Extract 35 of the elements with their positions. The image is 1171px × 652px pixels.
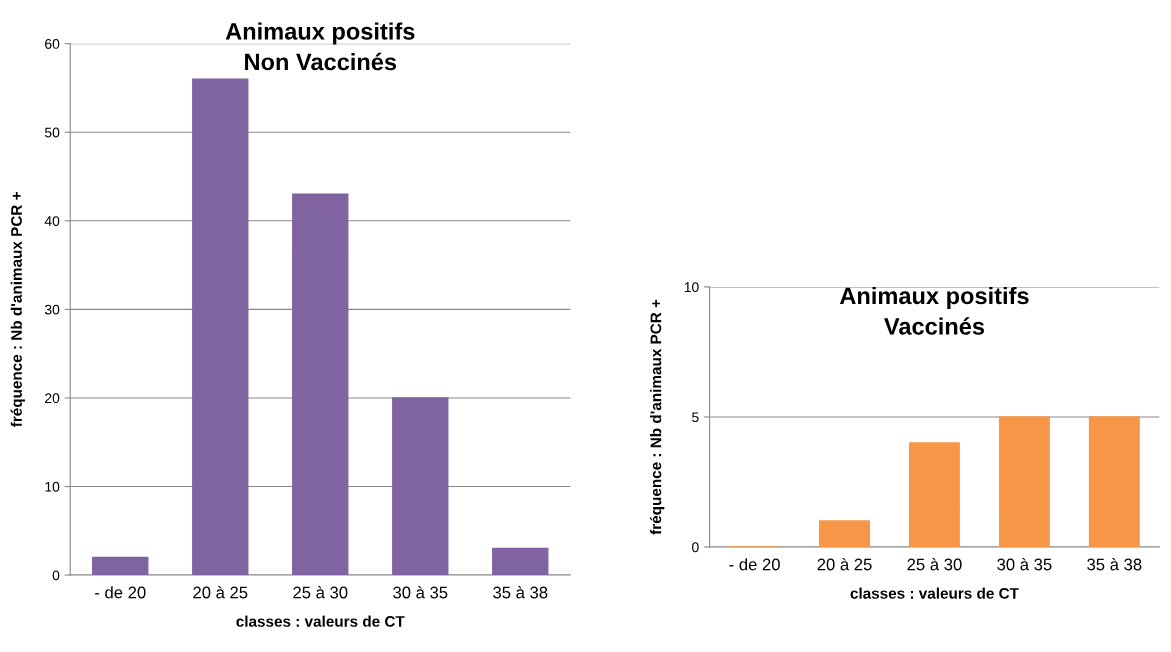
y-tick-label: 0 <box>52 570 60 581</box>
bar <box>998 416 1050 548</box>
bar <box>819 520 870 548</box>
y-tick-label: 60 <box>45 39 60 49</box>
y-tick-label: 30 <box>44 304 60 315</box>
bar <box>1088 416 1140 548</box>
chart-title: Animaux positifs Non Vaccinés <box>225 22 415 71</box>
y-tick-label: 50 <box>44 127 60 138</box>
bar <box>192 78 249 576</box>
y-tick-label: 10 <box>45 481 60 492</box>
x-axis-title: classes : valeurs de CT <box>236 615 405 627</box>
x-tick-label: 30 à 35 <box>997 557 1052 571</box>
bar <box>492 547 549 576</box>
y-tick-label: 0 <box>692 542 699 553</box>
bar <box>92 556 149 576</box>
bar <box>392 397 449 576</box>
x-tick-label: 35 à 38 <box>493 585 548 599</box>
y-axis-title: fréquence : Nb d'animaux PCR + <box>649 299 665 535</box>
text: Animaux positifs Vaccinés <box>839 286 1029 335</box>
y-tick-label: 5 <box>692 412 699 423</box>
y-tick-label: 10 <box>684 282 699 293</box>
x-tick-label: 35 à 38 <box>1087 557 1142 571</box>
x-tick-label: 25 à 30 <box>293 585 348 599</box>
x-tick-label: - de 20 <box>95 586 146 599</box>
x-tick-label: 20 à 25 <box>193 585 248 599</box>
x-tick-label: - de 20 <box>729 558 780 571</box>
x-tick-label: 30 à 35 <box>393 585 448 599</box>
x-axis-title: classes : valeurs de CT <box>850 587 1019 599</box>
y-tick-label: 40 <box>44 216 60 226</box>
bar <box>292 193 349 576</box>
x-tick-label: 25 à 30 <box>907 557 962 571</box>
x-tick-label: 20 à 25 <box>817 557 872 571</box>
y-axis-title: fréquence : Nb d'animaux PCR + <box>10 192 25 428</box>
y-tick-label: 20 <box>45 393 60 404</box>
bar <box>909 442 960 548</box>
